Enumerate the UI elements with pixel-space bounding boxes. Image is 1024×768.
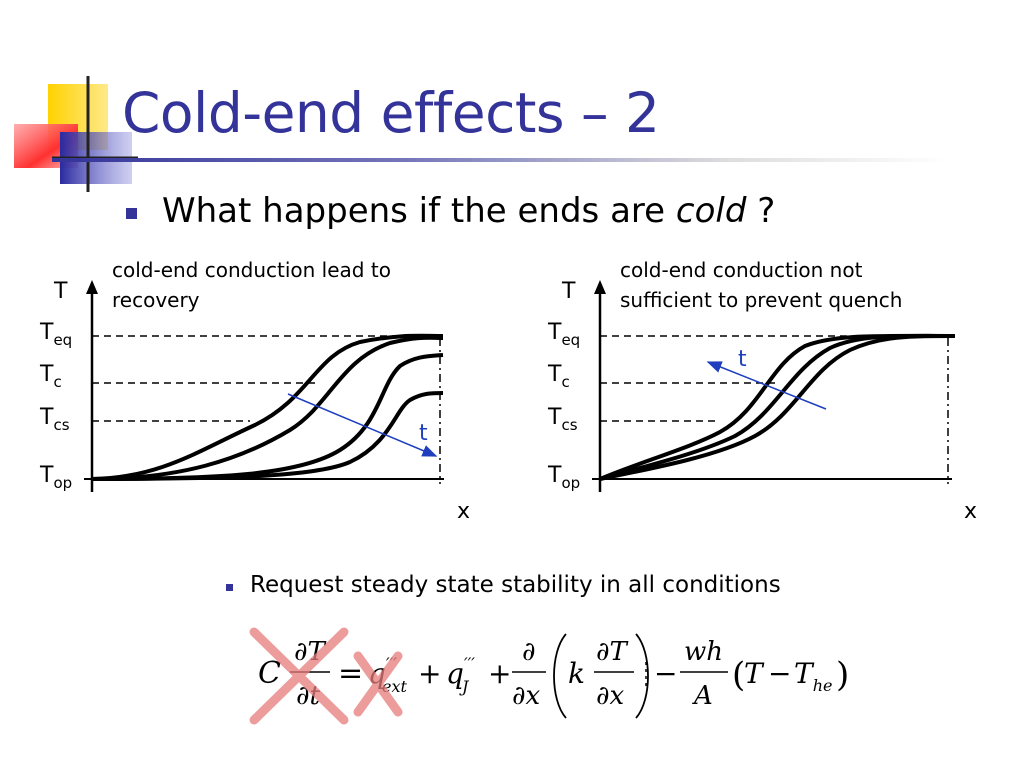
right-label-teq: Teq xyxy=(547,320,580,349)
left-time-arrow xyxy=(287,393,438,457)
left-y-axis-label: T xyxy=(53,279,68,304)
right-plot: T x t Teq Tc Tcs Top xyxy=(547,279,977,524)
eq-right-paren xyxy=(635,633,649,719)
right-x-axis-label: x xyxy=(964,499,977,524)
left-y-axis-arrowhead xyxy=(86,280,98,294)
left-label-tcs: Tcs xyxy=(39,405,70,434)
eq-d-numerator: ∂ xyxy=(522,637,535,667)
bullet-steady-state: Request steady state stability in all co… xyxy=(250,572,781,598)
corner-decoration xyxy=(14,76,138,192)
right-y-axis-arrowhead xyxy=(594,280,606,294)
left-label-tc: Tc xyxy=(39,362,62,391)
bullet-question-lead: What happens if the ends are xyxy=(162,191,676,231)
left-label-top: Top xyxy=(39,463,72,492)
right-curve-1 xyxy=(599,333,956,481)
right-label-tcs: Tcs xyxy=(547,405,578,434)
bullet-marker xyxy=(126,208,137,219)
left-time-label: t xyxy=(419,421,428,446)
eq-q-J-subscript: J xyxy=(459,677,470,696)
bullet-question: What happens if the ends are cold ? xyxy=(162,190,775,232)
eq-T-he: The xyxy=(794,657,832,695)
right-plot-caption: cold-end conduction not sufficient to pr… xyxy=(620,255,902,315)
left-label-teq: Teq xyxy=(39,320,72,349)
eq-minus: − xyxy=(654,657,677,690)
left-caption-line-2: recovery xyxy=(112,288,200,312)
left-caption-line-1: cold-end conduction lead to xyxy=(112,258,391,282)
left-curve-2 xyxy=(91,335,444,481)
eq-left-paren xyxy=(553,633,567,719)
right-caption-line-1: cold-end conduction not xyxy=(620,258,863,282)
eq-k: k xyxy=(568,657,585,690)
eq-dx-denominator-1: ∂x xyxy=(512,681,540,711)
eq-wh-numerator: wh xyxy=(684,637,723,667)
eq-q-J: q′′′ xyxy=(446,654,475,690)
left-x-axis-label: x xyxy=(457,499,470,524)
eq-C: C xyxy=(258,656,281,691)
left-plot: T x t Teq Tc Tcs Top xyxy=(39,279,470,524)
eq-minus-2: − xyxy=(768,657,791,690)
right-time-arrow xyxy=(706,361,827,410)
title-underline xyxy=(52,158,952,162)
right-label-top: Top xyxy=(547,463,580,492)
left-plot-caption: cold-end conduction lead to recovery xyxy=(112,255,391,315)
eq-plus-1: + xyxy=(418,657,441,690)
heat-balance-equation: C ∂T ∂t = q′′′ ext + q′′′ J + ∂ ∂x k ∂T … xyxy=(249,627,849,725)
left-curve-4 xyxy=(91,391,444,481)
eq-T: T xyxy=(744,657,765,690)
right-caption-line-2: sufficient to prevent quench xyxy=(620,288,903,312)
right-label-tc: Tc xyxy=(547,362,570,391)
left-curve-1 xyxy=(91,333,444,481)
bullet-question-tail: ? xyxy=(746,191,776,231)
eq-plus-2: + xyxy=(488,657,511,690)
bullet-question-emphasis: cold xyxy=(675,191,747,231)
eq-dx-denominator-2: ∂x xyxy=(596,681,624,711)
eq-left-paren-2: ( xyxy=(732,655,745,695)
eq-dT-numerator-2: ∂T xyxy=(596,637,628,667)
right-y-axis-label: T xyxy=(561,279,576,304)
eq-A-denominator: A xyxy=(692,681,713,711)
right-curve-3 xyxy=(599,334,956,481)
cross-out-left xyxy=(249,627,349,725)
slide-title: Cold-end effects – 2 xyxy=(122,81,660,145)
right-time-label: t xyxy=(738,347,747,372)
sub-bullet-marker xyxy=(226,584,233,591)
cross-out-qext xyxy=(353,651,403,717)
eq-right-paren-2: ) xyxy=(836,655,849,695)
